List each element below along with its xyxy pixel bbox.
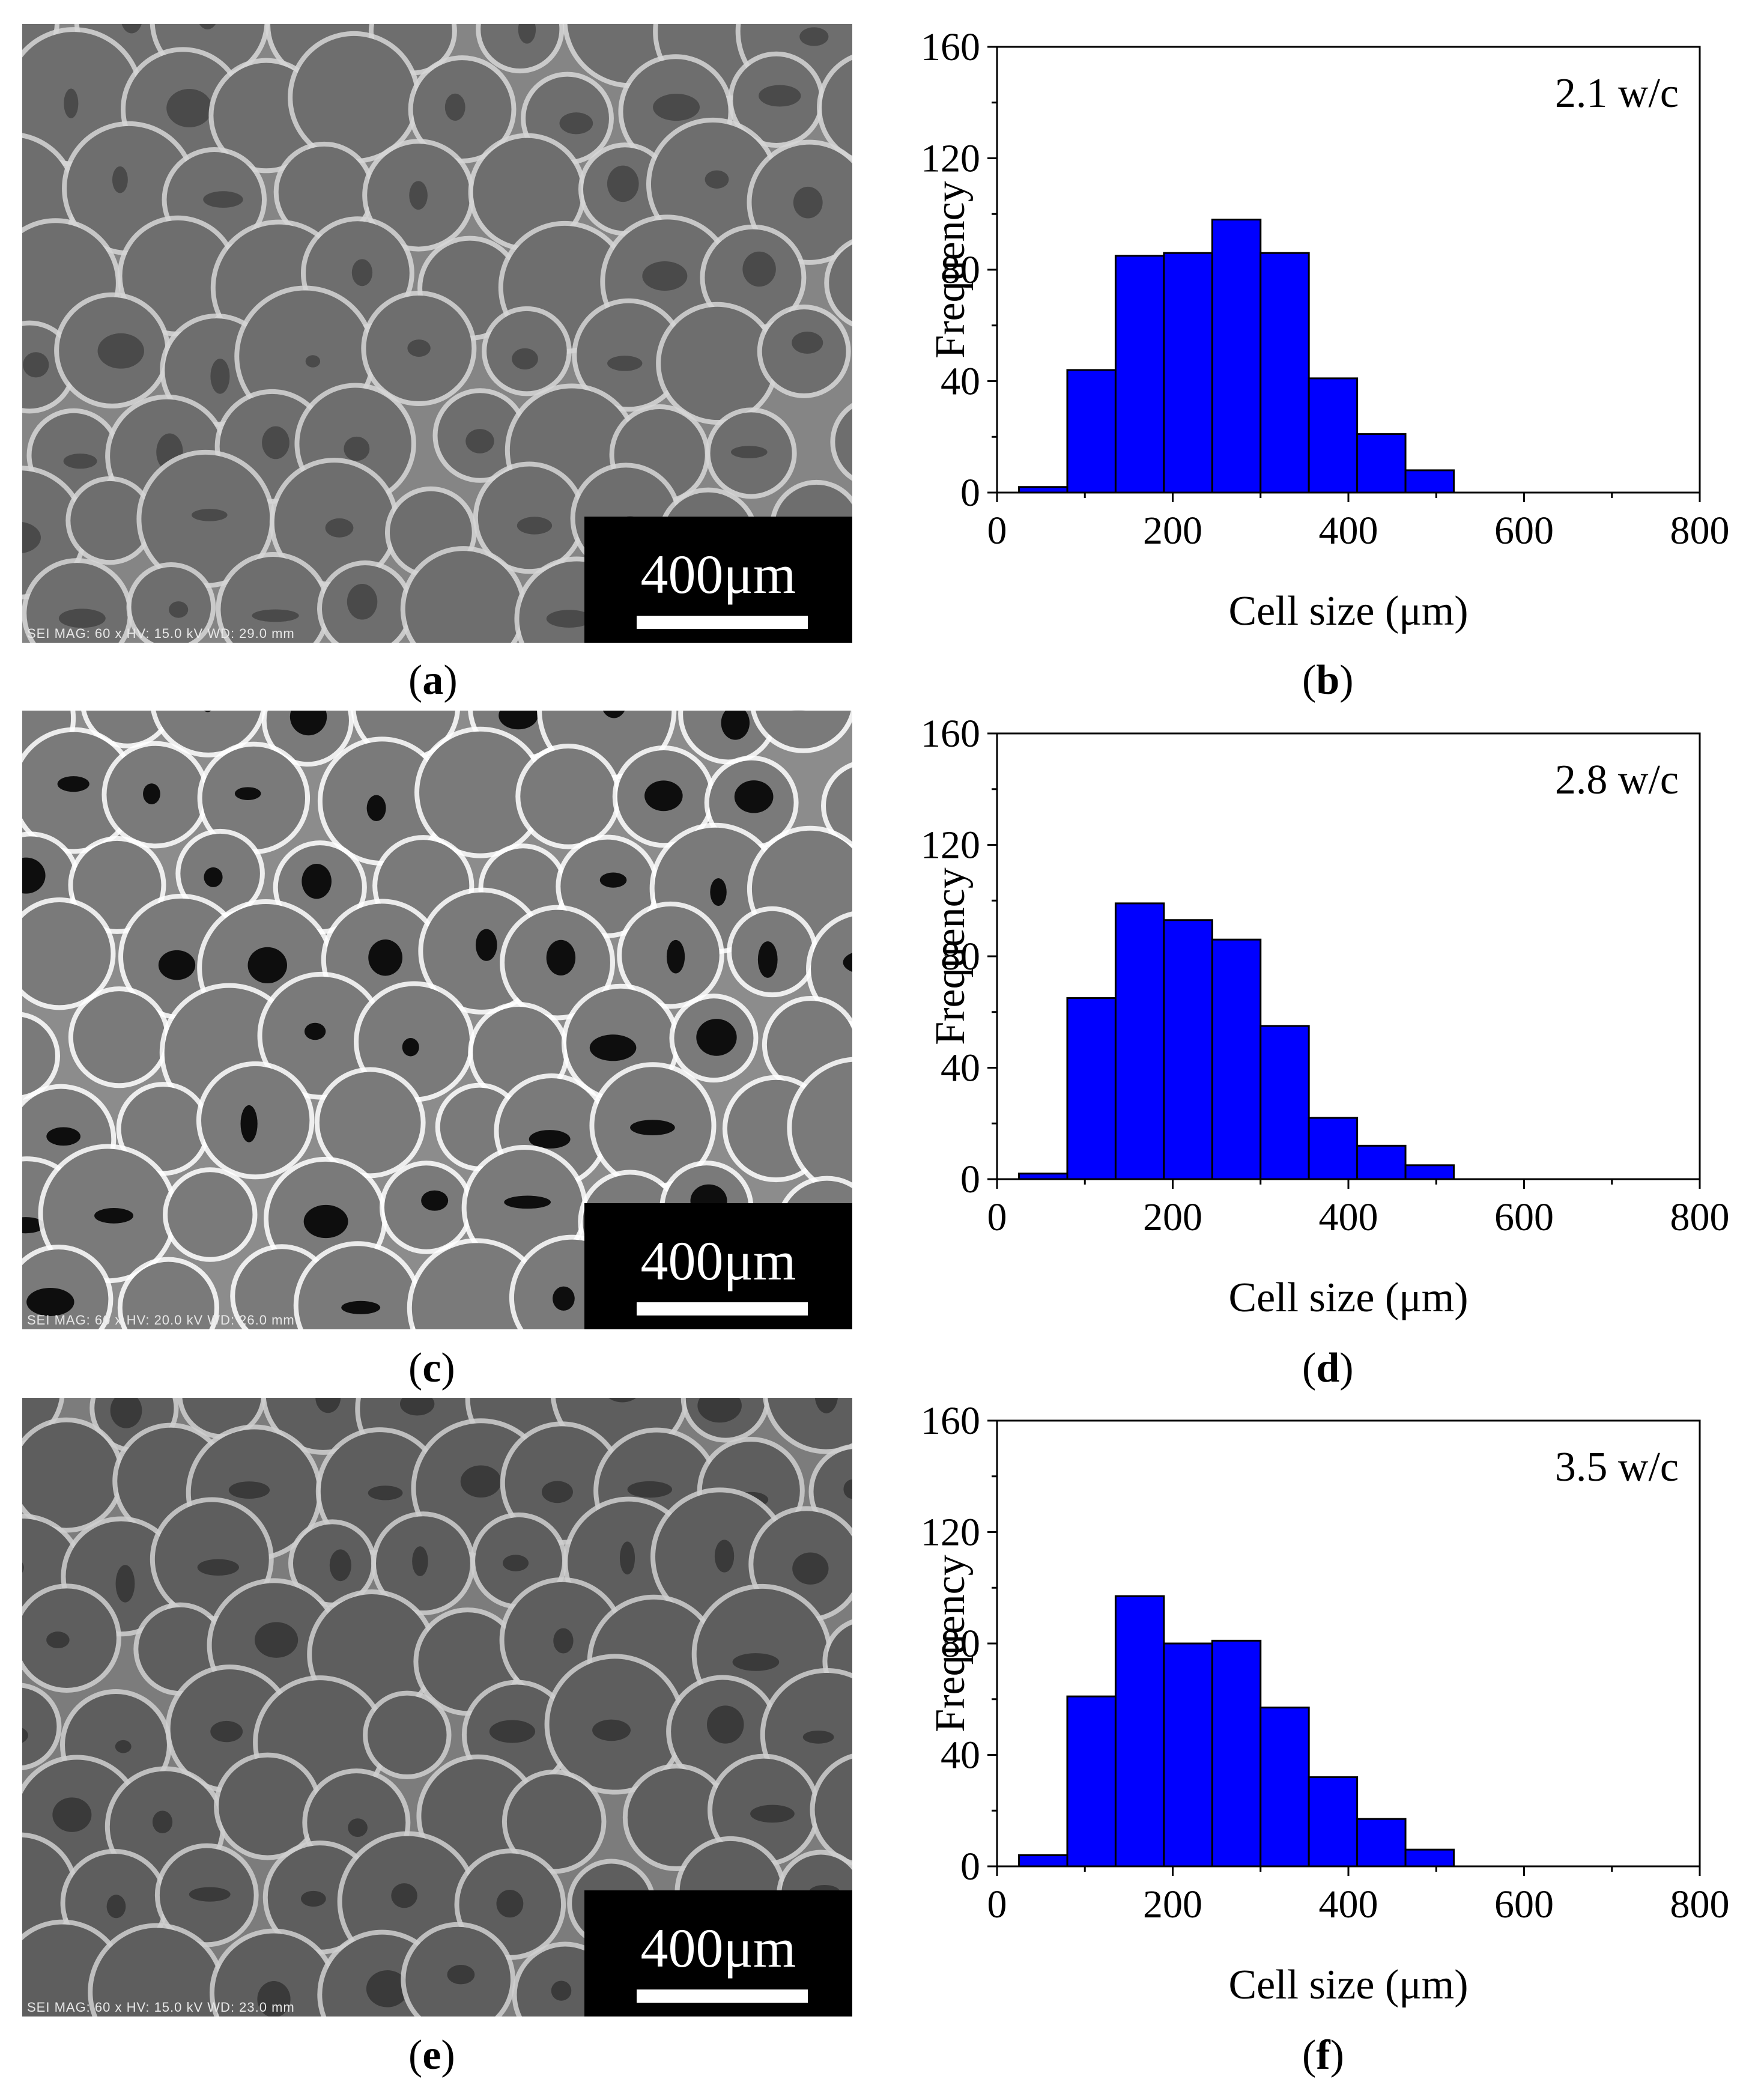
scale-label: 400μm bbox=[640, 1230, 796, 1291]
histogram-bar bbox=[1308, 1117, 1359, 1180]
x-tick-label: 600 bbox=[1494, 1195, 1554, 1239]
x-tick-label: 400 bbox=[1319, 509, 1378, 553]
x-tick-label: 0 bbox=[987, 509, 1007, 553]
scale-bar bbox=[637, 1302, 808, 1316]
y-axis-label: Frequency bbox=[927, 181, 974, 358]
histogram-bar bbox=[1356, 1818, 1407, 1868]
x-tick-label: 200 bbox=[1143, 1195, 1202, 1239]
x-tick-label: 800 bbox=[1670, 1195, 1730, 1239]
sem-image-a: SEI MAG: 60 x HV: 15.0 kV WD: 29.0 mm 40… bbox=[22, 24, 852, 643]
sem-meta: SEI MAG: 60 x HV: 15.0 kV WD: 23.0 mm bbox=[27, 2000, 295, 2015]
x-tick-label: 400 bbox=[1319, 1195, 1378, 1239]
histogram-bar bbox=[1114, 1595, 1165, 1868]
histogram-bar bbox=[1259, 252, 1310, 494]
y-tick-label: 120 bbox=[921, 1511, 980, 1555]
sem-image-c: SEI MAG: 60 x HV: 20.0 kV WD: 26.0 mm 40… bbox=[22, 711, 852, 1329]
sem-image-e: SEI MAG: 60 x HV: 15.0 kV WD: 23.0 mm 40… bbox=[22, 1398, 852, 2017]
scale-bar-box: 400μm bbox=[584, 1203, 852, 1329]
y-tick-label: 40 bbox=[941, 1734, 980, 1777]
sem-texture bbox=[22, 711, 852, 1329]
caption-c: (c) bbox=[408, 1345, 455, 1391]
histogram-bar bbox=[1163, 252, 1213, 494]
histogram-bar bbox=[1114, 255, 1165, 494]
y-tick-label: 160 bbox=[921, 25, 980, 69]
histogram-bar bbox=[1404, 469, 1455, 494]
y-tick-label: 0 bbox=[960, 1845, 980, 1889]
sem-texture bbox=[22, 24, 852, 643]
histogram-bar bbox=[1308, 1776, 1359, 1868]
chart-annotation: 2.8 w/c bbox=[1555, 757, 1679, 803]
scale-label: 400μm bbox=[640, 1917, 796, 1979]
histogram-bar bbox=[1259, 1025, 1310, 1180]
scale-bar bbox=[637, 1989, 808, 2003]
histogram-bar bbox=[1066, 997, 1117, 1180]
histogram-f: 0 200 400 600 800 0 40 80 120 160 Cell size (μm) Fr… bbox=[921, 1399, 1730, 2008]
x-axis-label: Cell size (μm) bbox=[1228, 1962, 1468, 2008]
x-tick-label: 0 bbox=[987, 1195, 1007, 1239]
x-tick-label: 0 bbox=[987, 1883, 1007, 1926]
y-tick-label: 0 bbox=[960, 471, 980, 515]
scale-bar-box: 400μm bbox=[584, 517, 852, 643]
histogram-bar bbox=[1259, 1707, 1310, 1868]
scale-label: 400μm bbox=[640, 544, 796, 605]
chart-annotation: 2.1 w/c bbox=[1555, 70, 1679, 117]
histogram-d: 0 200 400 600 800 0 40 80 120 160 Cell size (μm) Fr… bbox=[921, 712, 1730, 1321]
histogram-bar bbox=[1211, 1639, 1262, 1868]
histogram-bar bbox=[1211, 219, 1262, 494]
x-tick-label: 600 bbox=[1494, 1883, 1554, 1926]
y-axis-label: Frequency bbox=[927, 1555, 974, 1732]
y-tick-label: 80 bbox=[941, 1622, 980, 1666]
caption-f: (f) bbox=[1302, 2032, 1344, 2078]
caption-d: (d) bbox=[1302, 1345, 1354, 1391]
caption-e: (e) bbox=[408, 2032, 455, 2078]
caption-a: (a) bbox=[408, 657, 458, 703]
x-tick-label: 800 bbox=[1670, 1883, 1730, 1926]
x-tick-label: 200 bbox=[1143, 1883, 1202, 1926]
x-axis-label: Cell size (μm) bbox=[1228, 588, 1468, 634]
scale-bar-box: 400μm bbox=[584, 1890, 852, 2017]
histogram-bar bbox=[1356, 433, 1407, 494]
histogram-bar bbox=[1308, 377, 1359, 494]
y-tick-label: 40 bbox=[941, 360, 980, 404]
histogram-bar bbox=[1356, 1144, 1407, 1180]
y-tick-label: 0 bbox=[960, 1158, 980, 1201]
x-tick-label: 200 bbox=[1143, 509, 1202, 553]
y-tick-label: 40 bbox=[941, 1046, 980, 1090]
y-tick-label: 160 bbox=[921, 712, 980, 756]
histogram-bar bbox=[1163, 1642, 1213, 1868]
x-axis-label: Cell size (μm) bbox=[1228, 1275, 1468, 1321]
histogram-bar bbox=[1211, 938, 1262, 1180]
y-tick-label: 120 bbox=[921, 137, 980, 181]
y-tick-label: 80 bbox=[941, 935, 980, 979]
y-axis-label: Frequency bbox=[927, 867, 974, 1045]
x-tick-label: 600 bbox=[1494, 509, 1554, 553]
histogram-b: 0 200 400 600 800 0 40 80 120 160 Cell size (μm) Fr… bbox=[921, 25, 1730, 634]
histogram-bar bbox=[1404, 1164, 1455, 1180]
histogram-bar bbox=[1066, 1695, 1117, 1868]
histogram-bar bbox=[1066, 369, 1117, 494]
scale-bar bbox=[637, 616, 808, 629]
y-tick-label: 160 bbox=[921, 1399, 980, 1443]
x-tick-label: 800 bbox=[1670, 509, 1730, 553]
histogram-bar bbox=[1404, 1848, 1455, 1868]
sem-meta: SEI MAG: 60 x HV: 20.0 kV WD: 26.0 mm bbox=[27, 1312, 295, 1328]
chart-annotation: 3.5 w/c bbox=[1555, 1444, 1679, 1490]
histogram-bar bbox=[1163, 919, 1213, 1180]
histogram-bar bbox=[1114, 902, 1165, 1180]
y-tick-label: 80 bbox=[941, 248, 980, 292]
x-tick-label: 400 bbox=[1319, 1883, 1378, 1926]
caption-b: (b) bbox=[1302, 657, 1354, 703]
sem-meta: SEI MAG: 60 x HV: 15.0 kV WD: 29.0 mm bbox=[27, 626, 295, 641]
histogram-bar bbox=[1018, 1854, 1068, 1868]
y-tick-label: 120 bbox=[921, 824, 980, 867]
